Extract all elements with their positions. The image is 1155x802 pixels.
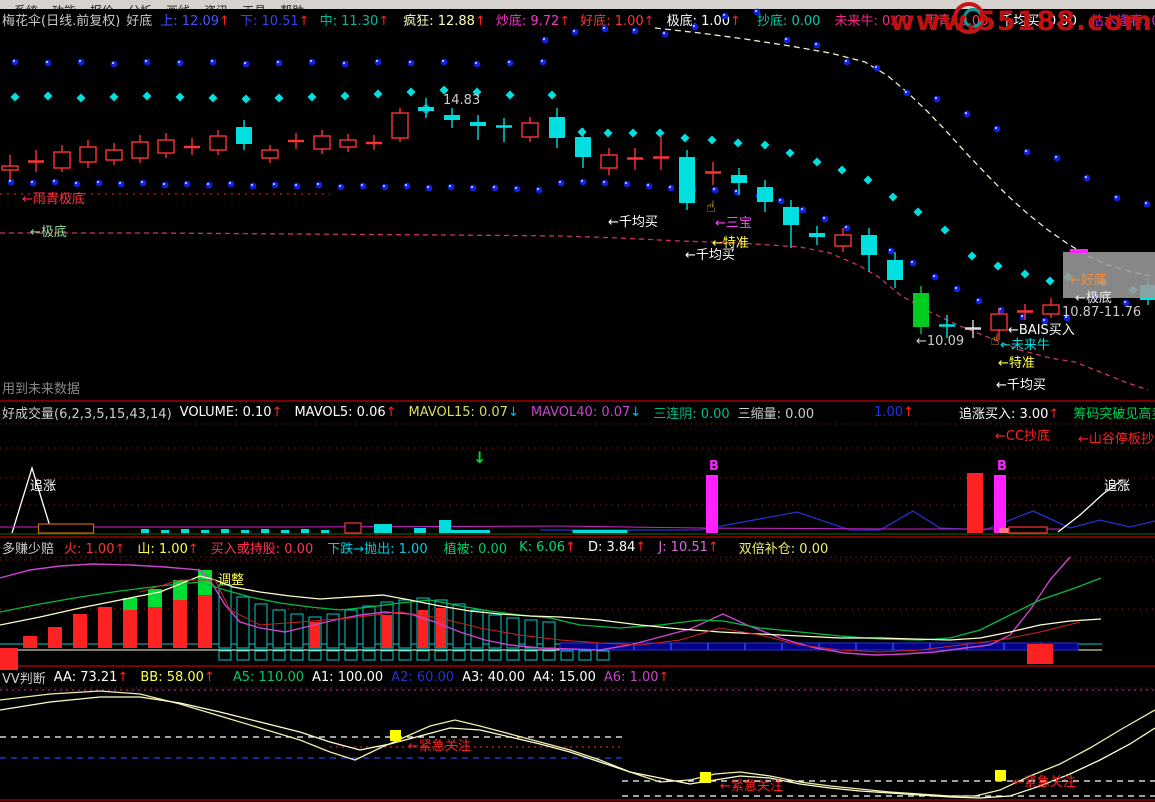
main-candle-chart: ☝☝14.83←雨青极底←极底←千均买 ←三宝←特准←千均买←好底←极底10.87…: [0, 8, 1155, 397]
indicator-item: 植被: 0.00: [443, 541, 508, 557]
svg-text:←千均买: ←千均买: [685, 248, 735, 263]
indicator-item: 筹码突破见高卖: 0.00: [1073, 406, 1155, 422]
svg-text:☝: ☝: [706, 197, 716, 216]
volume-panel-header: 好成交量(6,2,3,5,15,43,14) VOLUME: 0.10↑ MAVOL…: [0, 402, 1155, 422]
menu-item[interactable]: 系统: [14, 2, 38, 9]
indicator-item: MAVOL40: 0.07↓: [530, 404, 642, 420]
indicator-item: 上: 12.09↑: [160, 13, 230, 29]
svg-text:←特准: ←特准: [712, 236, 749, 251]
svg-text:←三宝: ←三宝: [715, 216, 752, 231]
indicator-item: 好底: [126, 13, 153, 29]
indicator-item: BB: 58.00↑: [140, 669, 215, 685]
indicator-item: 中: 11.30↑: [319, 13, 390, 29]
menu-item[interactable]: 报价: [90, 2, 114, 9]
indicator-item: VV判断: [2, 671, 46, 687]
indicator-item: K: 6.06↑: [519, 539, 576, 555]
svg-text:←好底: ←好底: [1070, 272, 1107, 288]
svg-text:14.83: 14.83: [443, 93, 480, 108]
indicator-item: 买入或持股: 0.00: [210, 541, 314, 557]
kdj-panel: 调整: [0, 556, 1155, 670]
volume-panel: B B ↓ 追涨 追涨 ←CC抄底 ←山谷停板抄大底: [0, 428, 1155, 535]
indicator-item: VOLUME: 0.10↑: [179, 404, 283, 420]
indicator-item: 追涨买入: 3.00↑: [958, 406, 1060, 422]
menu-item[interactable]: 功能: [52, 2, 76, 9]
indicator-item: 下跌→抛出: 1.00: [327, 541, 428, 557]
indicator-top-bar: 梅花伞(日线.前复权) 好底 上: 12.09↑ 下: 10.51↑ 中: 11.30↑…: [0, 9, 1155, 29]
watermark: www.55188.com: [889, 6, 1153, 37]
indicator-item: AA: 73.21↑: [53, 669, 129, 685]
indicator-item: 双倍补仓: 0.00: [738, 541, 829, 557]
indicator-item: 好底: 1.00↑: [580, 13, 655, 29]
indicator-item: 1.00↑: [874, 404, 914, 420]
svg-text:调整: 调整: [218, 573, 244, 588]
svg-text:←特准: ←特准: [998, 356, 1035, 371]
svg-text:←雨青极底: ←雨青极底: [22, 191, 85, 207]
vv-panel-header: VV判断 AA: 73.21↑ BB: 58.00↑ A5: 110.00 A1: 10…: [0, 667, 1155, 687]
alert-marker: [995, 770, 1006, 781]
svg-text:←极底: ←极底: [30, 224, 67, 240]
indicator-item: 抄底: 0.00: [756, 13, 821, 29]
menu-item[interactable]: 资讯: [204, 2, 228, 9]
indicator-item: 千均买: 0.00: [1000, 13, 1077, 29]
indicator-item: 极底: 1.00↑: [666, 13, 741, 29]
svg-text:←CC抄底: ←CC抄底: [995, 428, 1050, 444]
indicator-item: 好成交量(6,2,3,5,15,43,14): [2, 406, 172, 422]
svg-text:←山谷停板抄大底: ←山谷停板抄大底: [1078, 431, 1155, 447]
svg-text:10.87-11.76: 10.87-11.76: [1062, 305, 1141, 320]
menu-item[interactable]: 工具: [242, 2, 266, 9]
vv-panel: ←紧急关注 ←紧急关注 ←紧急关注: [0, 689, 1155, 799]
svg-text:←千均买: ←千均买: [608, 215, 658, 230]
indicator-item: MAVOL15: 0.07↓: [408, 404, 519, 420]
svg-text:←极底: ←极底: [1075, 290, 1112, 306]
indicator-item: A6: 1.00↑: [603, 669, 670, 685]
svg-text:←紧急关注: ←紧急关注: [408, 739, 471, 754]
indicator-item: 山: 1.00↑: [137, 541, 199, 557]
alert-marker: [700, 772, 711, 783]
svg-text:←未来牛: ←未来牛: [1000, 338, 1050, 353]
indicator-item: 梅花伞(日线.前复权): [2, 13, 121, 29]
alert-marker: [390, 730, 401, 741]
indicator-item: 多赚少赔: [2, 541, 55, 557]
indicator-item: A1: 100.00: [312, 669, 384, 685]
indicator-item: J: 10.51↑: [658, 539, 719, 555]
indicator-item: 枯木逢春: 0.00: [1090, 13, 1155, 29]
svg-text:追涨: 追涨: [30, 478, 56, 494]
svg-text:B: B: [997, 459, 1007, 474]
indicator-item: 三缩量: 0.00: [737, 406, 815, 422]
indicator-item: 疯狂: 12.88↑: [403, 13, 486, 29]
candles-layer: [1, 98, 1155, 340]
kdj-panel-header: 多赚少赔 火: 1.00↑ 山: 1.00↑ 买入或持股: 0.00 下跌→抛出: 1.…: [0, 537, 1155, 557]
svg-text:☝: ☝: [990, 330, 1000, 349]
menu-item[interactable]: 分析: [128, 2, 152, 9]
indicator-item: MAVOL5: 0.06↑: [294, 404, 397, 420]
indicator-item: A3: 40.00: [462, 669, 525, 685]
indicator-item: 炒底: 9.72↑: [495, 13, 571, 29]
menu-item[interactable]: 画线: [166, 2, 190, 9]
panel-dividers: [0, 400, 1155, 801]
svg-text:追涨: 追涨: [1104, 478, 1130, 494]
indicator-item: 未来牛: 0.00: [834, 13, 911, 29]
indicator-item: A4: 15.00: [533, 669, 596, 685]
indicator-item: 三连阴: 0.00: [653, 406, 730, 422]
svg-text:←10.09: ←10.09: [916, 334, 964, 349]
svg-text:用到未来数据: 用到未来数据: [2, 382, 80, 397]
svg-text:←千均买: ←千均买: [996, 378, 1046, 393]
site-logo-icon: [953, 2, 987, 34]
menu-item[interactable]: 帮助: [280, 2, 304, 9]
svg-text:↓: ↓: [473, 448, 486, 467]
indicator-item: 下: 10.51↑: [239, 13, 310, 29]
signal-dots-layer: [7, 8, 1151, 325]
indicator-item: D: 3.84↑: [587, 539, 647, 555]
svg-text:←紧急关注: ←紧急关注: [720, 779, 783, 794]
svg-text:B: B: [709, 459, 719, 474]
svg-text:←BAIS买入: ←BAIS买入: [1008, 323, 1075, 338]
signal-tooltip-box: [1063, 252, 1155, 298]
svg-text:←紧急关注: ←紧急关注: [1013, 775, 1076, 790]
indicator-item: A2: 60.00: [391, 669, 455, 685]
indicator-item: 火: 1.00↑: [64, 541, 126, 557]
indicator-item: A5: 110.00: [232, 669, 305, 685]
